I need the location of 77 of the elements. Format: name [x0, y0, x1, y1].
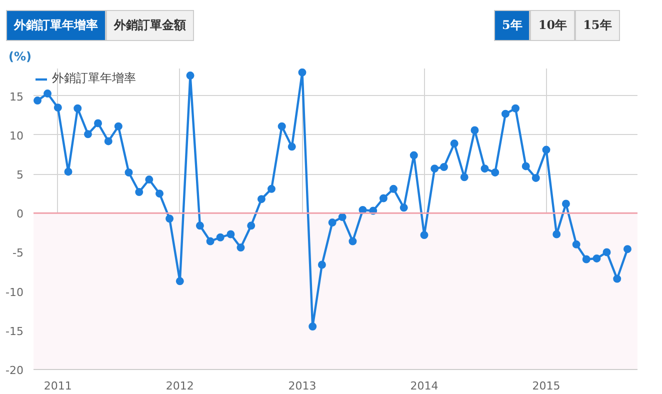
- point: [582, 255, 590, 264]
- text: 外銷訂單金額: [106, 10, 194, 42]
- point: [460, 173, 468, 182]
- point: [54, 104, 62, 112]
- point: [623, 245, 632, 254]
- point: [186, 72, 194, 80]
- point: [450, 140, 458, 148]
- point: [592, 254, 601, 262]
- point: [84, 130, 92, 138]
- point: [114, 122, 122, 130]
- point: [104, 137, 112, 146]
- point: [257, 195, 266, 204]
- point: [389, 184, 398, 193]
- point: [348, 237, 357, 246]
- point: [308, 322, 317, 330]
- point: [196, 222, 204, 230]
- point: [64, 168, 72, 176]
- point: [236, 244, 245, 252]
- x-tick-label: 2011: [44, 380, 72, 392]
- text: 外銷訂單年增率: [6, 10, 106, 42]
- point: [156, 190, 164, 198]
- point: [440, 163, 448, 171]
- point: [470, 126, 479, 134]
- text: 15年: [575, 10, 620, 42]
- x-tick-label: 2013: [288, 380, 316, 392]
- point: [288, 142, 296, 151]
- point: [602, 248, 611, 256]
- y-tick-label: 15: [10, 90, 24, 104]
- point: [206, 237, 214, 246]
- point: [511, 104, 520, 112]
- point: [491, 168, 500, 176]
- point: [247, 222, 256, 230]
- point: [44, 90, 52, 98]
- y-tick-label: 0: [16, 208, 24, 221]
- point: [613, 274, 622, 283]
- point: [145, 176, 154, 184]
- point: [298, 68, 306, 76]
- point: [338, 213, 346, 222]
- point: [135, 188, 144, 196]
- point: [216, 233, 224, 242]
- point: [430, 164, 439, 173]
- point: [532, 174, 540, 182]
- x-tick-label: 2012: [166, 380, 194, 392]
- y-axis-title: (%): [8, 50, 32, 64]
- point: [400, 204, 408, 212]
- y-tick-label: -5: [12, 246, 24, 260]
- point: [166, 214, 174, 223]
- y-tick-label: -20: [6, 364, 24, 377]
- point: [226, 230, 235, 238]
- point: [572, 240, 580, 248]
- point: [328, 218, 336, 227]
- y-tick-label: 5: [16, 168, 24, 182]
- point: [552, 230, 561, 238]
- point: [74, 104, 82, 112]
- point: [562, 200, 570, 208]
- x-tick-label: 2015: [532, 380, 560, 392]
- point: [34, 96, 42, 105]
- point: [278, 122, 286, 130]
- y-tick-label: -10: [6, 286, 24, 299]
- y-tick-label: -15: [6, 324, 24, 338]
- y-tick-label: 10: [10, 129, 24, 142]
- series-label: 外銷訂單年增率: [52, 70, 136, 87]
- text: 10年: [530, 10, 576, 42]
- point: [124, 168, 133, 176]
- point: [94, 119, 102, 128]
- point: [480, 164, 489, 173]
- point: [420, 231, 428, 240]
- point: [379, 194, 388, 202]
- point: [267, 184, 276, 193]
- point: [522, 162, 530, 170]
- x-tick-label: 2014: [410, 380, 438, 392]
- point: [501, 110, 510, 118]
- point: [318, 260, 326, 269]
- point: [176, 277, 184, 286]
- point: [542, 146, 550, 154]
- text: 5年: [494, 10, 530, 42]
- point: [410, 151, 418, 160]
